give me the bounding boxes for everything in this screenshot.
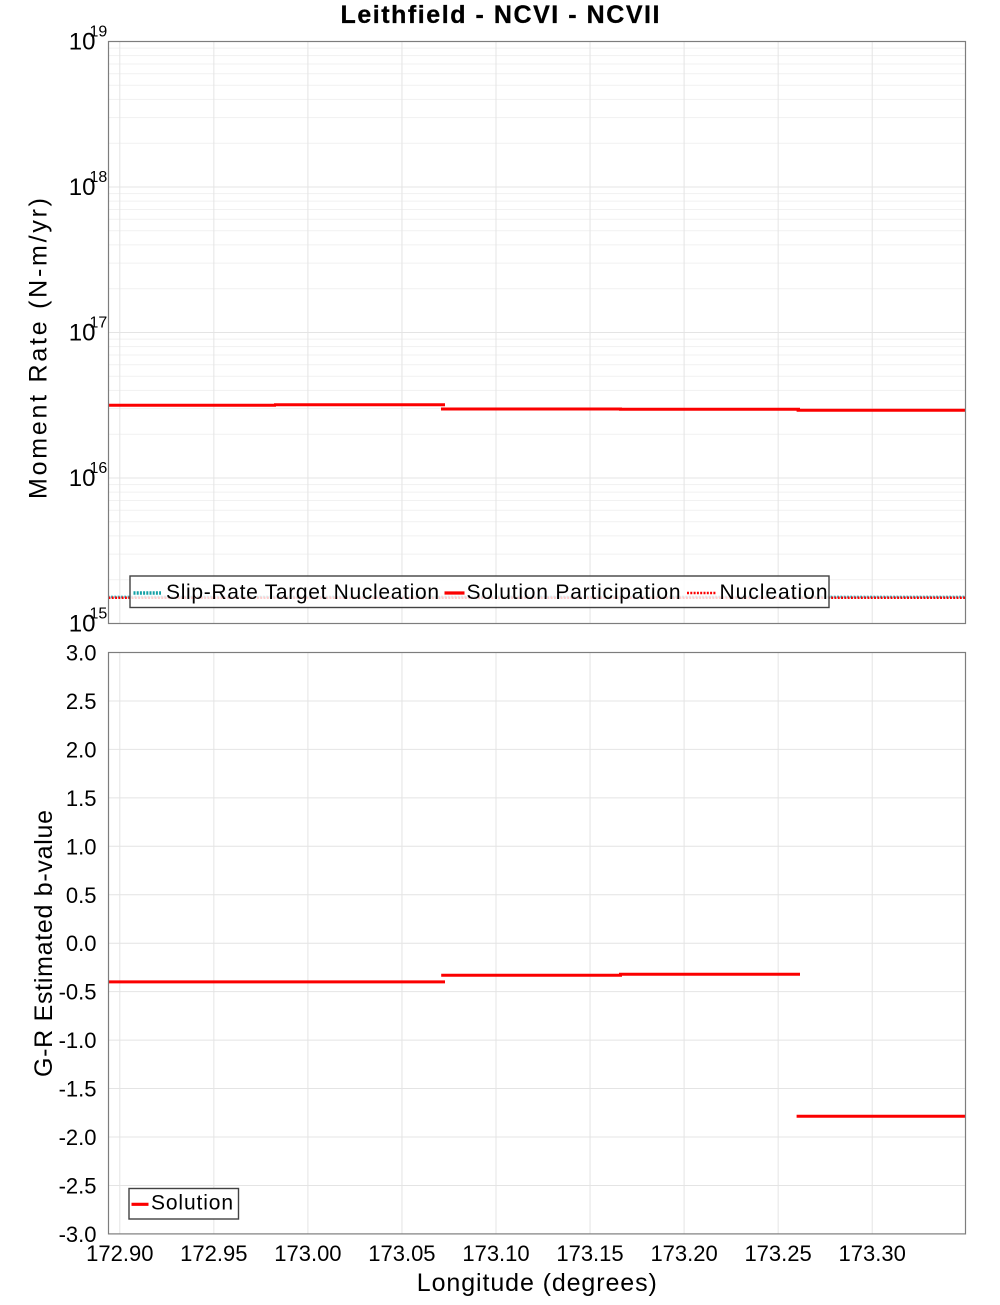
svg-text:-2.0: -2.0 [59, 1125, 97, 1150]
svg-text:173.10: 173.10 [462, 1241, 529, 1266]
svg-text:-3.0: -3.0 [59, 1222, 97, 1247]
svg-text:Longitude (degrees): Longitude (degrees) [417, 1269, 657, 1297]
svg-text:10: 10 [69, 611, 96, 638]
svg-text:Nucleation: Nucleation [720, 581, 828, 604]
svg-text:0.5: 0.5 [66, 883, 97, 908]
svg-text:G-R Estimated b-value: G-R Estimated b-value [30, 810, 58, 1077]
svg-text:-1.5: -1.5 [59, 1077, 97, 1102]
svg-text:Solution Participation: Solution Participation [467, 581, 681, 604]
svg-text:16: 16 [90, 460, 108, 477]
svg-text:173.00: 173.00 [274, 1241, 341, 1266]
svg-text:Slip-Rate Target Nucleation: Slip-Rate Target Nucleation [166, 581, 439, 604]
svg-text:17: 17 [90, 315, 108, 332]
svg-text:3.0: 3.0 [66, 641, 97, 666]
svg-text:18: 18 [90, 169, 108, 186]
svg-text:173.15: 173.15 [556, 1241, 623, 1266]
svg-text:172.95: 172.95 [180, 1241, 247, 1266]
svg-text:10: 10 [69, 465, 96, 492]
svg-text:1.5: 1.5 [66, 786, 97, 811]
svg-text:Solution: Solution [151, 1192, 233, 1215]
svg-text:0.0: 0.0 [66, 931, 97, 956]
svg-text:15: 15 [90, 606, 108, 623]
svg-text:2.0: 2.0 [66, 737, 97, 762]
svg-text:173.25: 173.25 [744, 1241, 811, 1266]
svg-text:-0.5: -0.5 [59, 980, 97, 1005]
svg-text:-2.5: -2.5 [59, 1174, 97, 1199]
svg-text:19: 19 [90, 24, 108, 41]
svg-text:Moment Rate (N-m/yr): Moment Rate (N-m/yr) [25, 198, 53, 499]
svg-text:173.05: 173.05 [368, 1241, 435, 1266]
svg-text:173.20: 173.20 [650, 1241, 717, 1266]
svg-text:2.5: 2.5 [66, 689, 97, 714]
svg-text:Leithfield - NCVI - NCVII: Leithfield - NCVI - NCVII [341, 1, 660, 29]
svg-text:173.30: 173.30 [839, 1241, 906, 1266]
svg-text:10: 10 [69, 29, 96, 56]
svg-text:10: 10 [69, 174, 96, 201]
svg-text:-1.0: -1.0 [59, 1028, 97, 1053]
svg-text:172.90: 172.90 [86, 1241, 153, 1266]
svg-text:10: 10 [69, 320, 96, 347]
svg-text:1.0: 1.0 [66, 834, 97, 859]
